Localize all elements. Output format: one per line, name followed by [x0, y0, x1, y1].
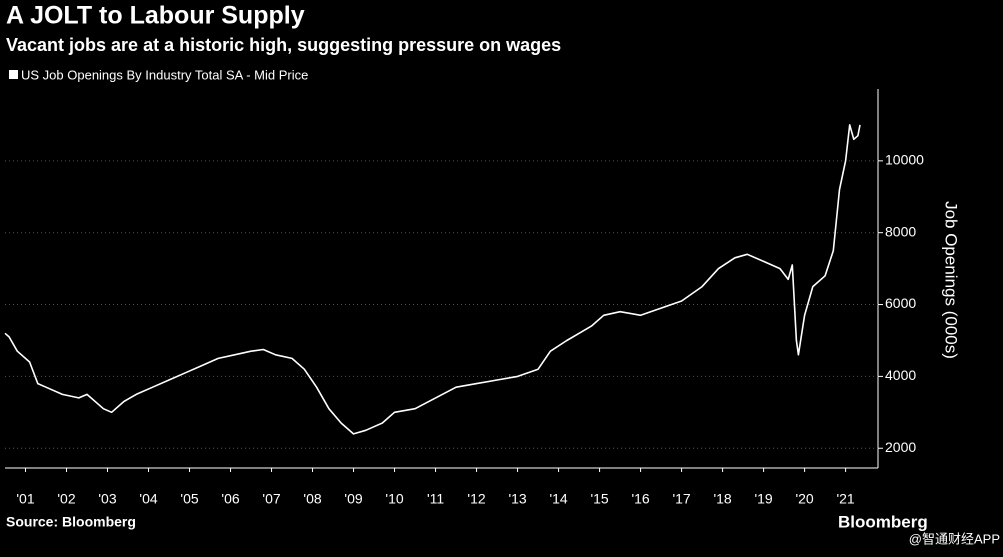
x-tick-label: '12 [467, 491, 485, 507]
y-tick-label: 10000 [885, 152, 924, 168]
brand: Bloomberg [838, 512, 928, 531]
x-tick-label: '17 [672, 491, 690, 507]
x-tick-label: '05 [180, 491, 198, 507]
series-line [4, 124, 861, 435]
y-tick-label: 4000 [885, 367, 916, 383]
x-tick-label: '19 [754, 491, 772, 507]
y-tick-label: 8000 [885, 223, 916, 239]
x-tick-label: '13 [508, 491, 526, 507]
x-tick-label: '07 [262, 491, 280, 507]
source: Source: Bloomberg [6, 514, 136, 530]
watermark: @智通财经APP [909, 531, 1000, 546]
x-tick-label: '20 [795, 491, 813, 507]
x-tick-label: '08 [303, 491, 321, 507]
y-tick-label: 6000 [885, 295, 916, 311]
x-tick-label: '11 [427, 491, 444, 507]
legend-swatch [9, 70, 18, 79]
x-tick-label: '02 [57, 491, 75, 507]
x-tick-label: '03 [98, 491, 116, 507]
x-tick-label: '21 [836, 491, 854, 507]
chart-title: A JOLT to Labour Supply [6, 2, 305, 30]
x-tick-label: '16 [631, 491, 649, 507]
x-tick-label: '09 [344, 491, 362, 507]
x-tick-label: '06 [221, 491, 239, 507]
x-tick-label: '10 [385, 491, 403, 507]
chart-subtitle: Vacant jobs are at a historic high, sugg… [6, 35, 561, 55]
x-tick-label: '01 [16, 491, 34, 507]
x-tick-label: '14 [549, 491, 567, 507]
y-axis-label: Job Openings (000s) [942, 201, 961, 359]
y-tick-label: 2000 [885, 439, 916, 455]
x-tick-label: '15 [590, 491, 608, 507]
x-tick-label: '04 [139, 491, 157, 507]
legend-label: US Job Openings By Industry Total SA - M… [21, 67, 308, 82]
x-tick-label: '18 [713, 491, 731, 507]
